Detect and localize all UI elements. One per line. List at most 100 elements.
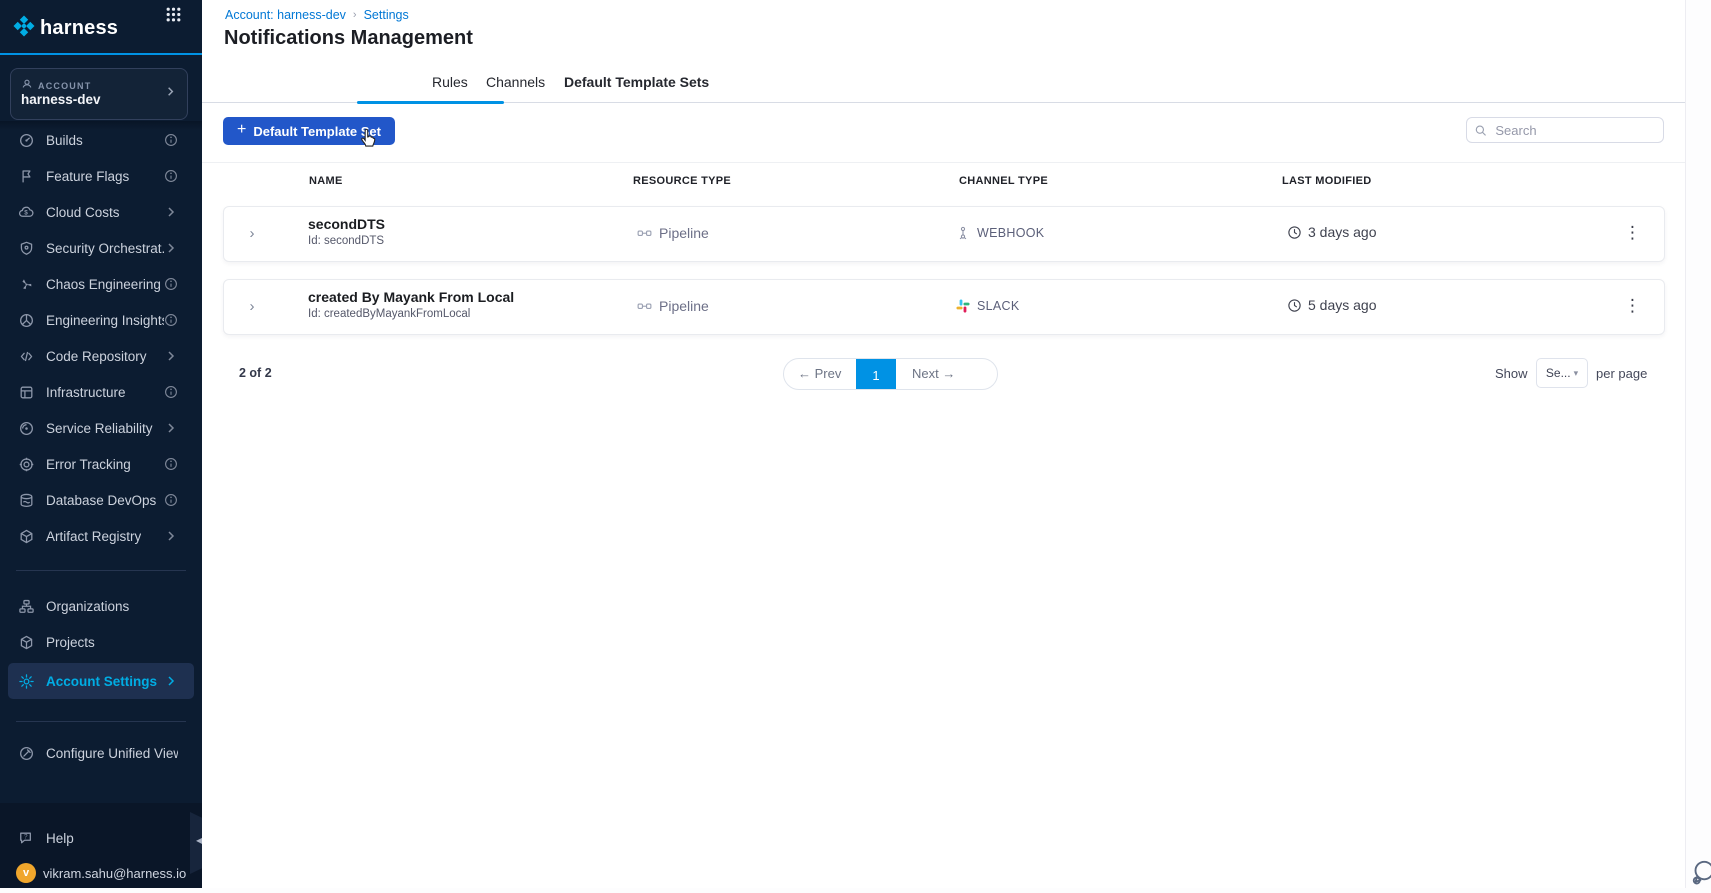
breadcrumb-settings-link[interactable]: Settings bbox=[364, 8, 409, 22]
column-header-last-modified: LAST MODIFIED bbox=[1282, 175, 1371, 187]
chevron-right-icon bbox=[164, 421, 178, 435]
column-header-name: NAME bbox=[309, 175, 343, 187]
tab-bar: Rules Channels Default Template Sets bbox=[202, 62, 1685, 103]
sidebar-item-feature-flags[interactable]: Feature Flags bbox=[0, 158, 202, 194]
add-default-template-set-button[interactable]: + Default Template Set bbox=[223, 117, 395, 145]
pagination: ← Prev 1 Next → bbox=[783, 358, 998, 390]
logo-row: harness bbox=[12, 13, 190, 43]
tab-rules[interactable]: Rules bbox=[432, 62, 468, 103]
account-selector[interactable]: ACCOUNT harness-dev bbox=[10, 68, 188, 120]
module-nav: Builds Feature Flags $ Cloud Costs Secur… bbox=[0, 122, 202, 554]
sidebar-divider bbox=[16, 721, 186, 722]
left-arrow-icon: ← bbox=[798, 366, 815, 381]
info-icon bbox=[164, 385, 178, 399]
info-icon bbox=[164, 169, 178, 183]
next-page-button[interactable]: Next → bbox=[912, 366, 955, 381]
sidebar-item-configure-unified-view[interactable]: Configure Unified View bbox=[0, 735, 202, 771]
table-row[interactable]: › secondDTS Id: secondDTS Pipeline WEBHO… bbox=[223, 206, 1665, 262]
help-icon: ? bbox=[18, 830, 35, 847]
chevron-down-icon: ▾ bbox=[1574, 368, 1579, 379]
row-expand-chevron-icon[interactable]: › bbox=[244, 298, 260, 315]
artifact-registry-icon bbox=[18, 528, 35, 545]
sidebar-footer: ? Help v vikram.sahu@harness.io bbox=[0, 803, 202, 888]
row-expand-chevron-icon[interactable]: › bbox=[244, 225, 260, 242]
sidebar-item-security-orchestration[interactable]: Security Orchestrat... bbox=[0, 230, 202, 266]
last-modified-cell: 5 days ago bbox=[1287, 297, 1377, 313]
sidebar-item-artifact-registry[interactable]: Artifact Registry bbox=[0, 518, 202, 554]
sidebar-item-builds[interactable]: Builds bbox=[0, 122, 202, 158]
configure-nav: Configure Unified View bbox=[0, 735, 202, 771]
page-size-show-label: Show bbox=[1495, 366, 1528, 381]
breadcrumb-separator-icon: › bbox=[353, 9, 357, 21]
chevron-right-icon bbox=[164, 529, 178, 543]
infrastructure-icon bbox=[18, 384, 35, 401]
sidebar-item-error-tracking[interactable]: Error Tracking bbox=[0, 446, 202, 482]
sidebar-item-infrastructure[interactable]: Infrastructure bbox=[0, 374, 202, 410]
sidebar-accent-divider bbox=[0, 53, 202, 55]
code-repository-icon bbox=[18, 348, 35, 365]
search-icon bbox=[1475, 124, 1486, 137]
projects-icon bbox=[18, 634, 35, 651]
clock-icon bbox=[1287, 298, 1302, 313]
page-size-select[interactable]: Se... ▾ bbox=[1536, 358, 1588, 388]
webhook-icon bbox=[956, 226, 970, 240]
row-options-kebab-icon[interactable]: ⋮ bbox=[1618, 223, 1647, 243]
pipeline-icon bbox=[637, 226, 652, 241]
cloud-costs-icon: $ bbox=[18, 204, 35, 221]
sidebar-item-database-devops[interactable]: Database DevOps bbox=[0, 482, 202, 518]
column-header-channel-type: CHANNEL TYPE bbox=[959, 175, 1048, 187]
chaos-engineering-icon bbox=[18, 276, 35, 293]
sidebar: harness ACCOUNT harness-dev Builds bbox=[0, 0, 202, 888]
feature-flags-icon bbox=[18, 168, 35, 185]
search-input[interactable] bbox=[1493, 122, 1655, 139]
chevron-right-icon bbox=[164, 674, 178, 688]
sidebar-item-engineering-insights[interactable]: Engineering Insights bbox=[0, 302, 202, 338]
prev-page-button[interactable]: ← Prev bbox=[798, 366, 841, 381]
table-row[interactable]: › created By Mayank From Local Id: creat… bbox=[223, 279, 1665, 335]
module-grid-icon[interactable] bbox=[165, 6, 182, 28]
harness-logo-icon bbox=[12, 14, 36, 43]
service-reliability-icon bbox=[18, 420, 35, 437]
template-set-id: Id: secondDTS bbox=[308, 235, 384, 247]
active-tab-underline bbox=[357, 101, 504, 104]
last-modified-cell: 3 days ago bbox=[1287, 224, 1377, 240]
pipeline-icon bbox=[637, 299, 652, 314]
page-number-button[interactable]: 1 bbox=[856, 359, 896, 390]
engineering-insights-icon bbox=[18, 312, 35, 329]
svg-text:$: $ bbox=[24, 209, 28, 216]
per-page-label: per page bbox=[1596, 366, 1647, 381]
resource-type-cell: Pipeline bbox=[637, 298, 709, 314]
template-set-name: created By Mayank From Local bbox=[308, 289, 514, 305]
breadcrumb: Account: harness-dev › Settings bbox=[225, 8, 409, 22]
sidebar-item-code-repository[interactable]: Code Repository bbox=[0, 338, 202, 374]
info-icon bbox=[164, 277, 178, 291]
breadcrumb-account-link[interactable]: Account: harness-dev bbox=[225, 8, 346, 22]
clock-icon bbox=[1287, 225, 1302, 240]
row-options-kebab-icon[interactable]: ⋮ bbox=[1618, 296, 1647, 316]
sidebar-item-organizations[interactable]: Organizations bbox=[0, 588, 202, 624]
error-tracking-icon bbox=[18, 456, 35, 473]
sidebar-item-account-settings[interactable]: Account Settings bbox=[8, 663, 194, 699]
sidebar-item-cloud-costs[interactable]: $ Cloud Costs bbox=[0, 194, 202, 230]
sidebar-item-chaos-engineering[interactable]: Chaos Engineering bbox=[0, 266, 202, 302]
user-avatar[interactable]: v bbox=[16, 863, 36, 883]
template-set-id: Id: createdByMayankFromLocal bbox=[308, 308, 470, 320]
info-icon bbox=[164, 313, 178, 327]
toolbar-divider bbox=[202, 162, 1685, 163]
security-shield-icon bbox=[18, 240, 35, 257]
search-box bbox=[1466, 117, 1664, 143]
builds-icon bbox=[18, 132, 35, 149]
sidebar-item-projects[interactable]: Projects bbox=[0, 624, 202, 660]
chevron-right-icon bbox=[164, 85, 177, 103]
sidebar-divider bbox=[16, 570, 186, 571]
svg-text:?: ? bbox=[24, 833, 28, 840]
sidebar-item-service-reliability[interactable]: Service Reliability bbox=[0, 410, 202, 446]
template-set-name: secondDTS bbox=[308, 216, 385, 232]
tab-default-template-sets[interactable]: Default Template Sets bbox=[564, 62, 709, 103]
tab-channels[interactable]: Channels bbox=[486, 62, 545, 103]
chevron-right-icon bbox=[164, 241, 178, 255]
help-button[interactable]: ? Help bbox=[0, 820, 202, 856]
slack-icon bbox=[956, 299, 970, 313]
channel-type-cell: SLACK bbox=[956, 299, 1020, 313]
